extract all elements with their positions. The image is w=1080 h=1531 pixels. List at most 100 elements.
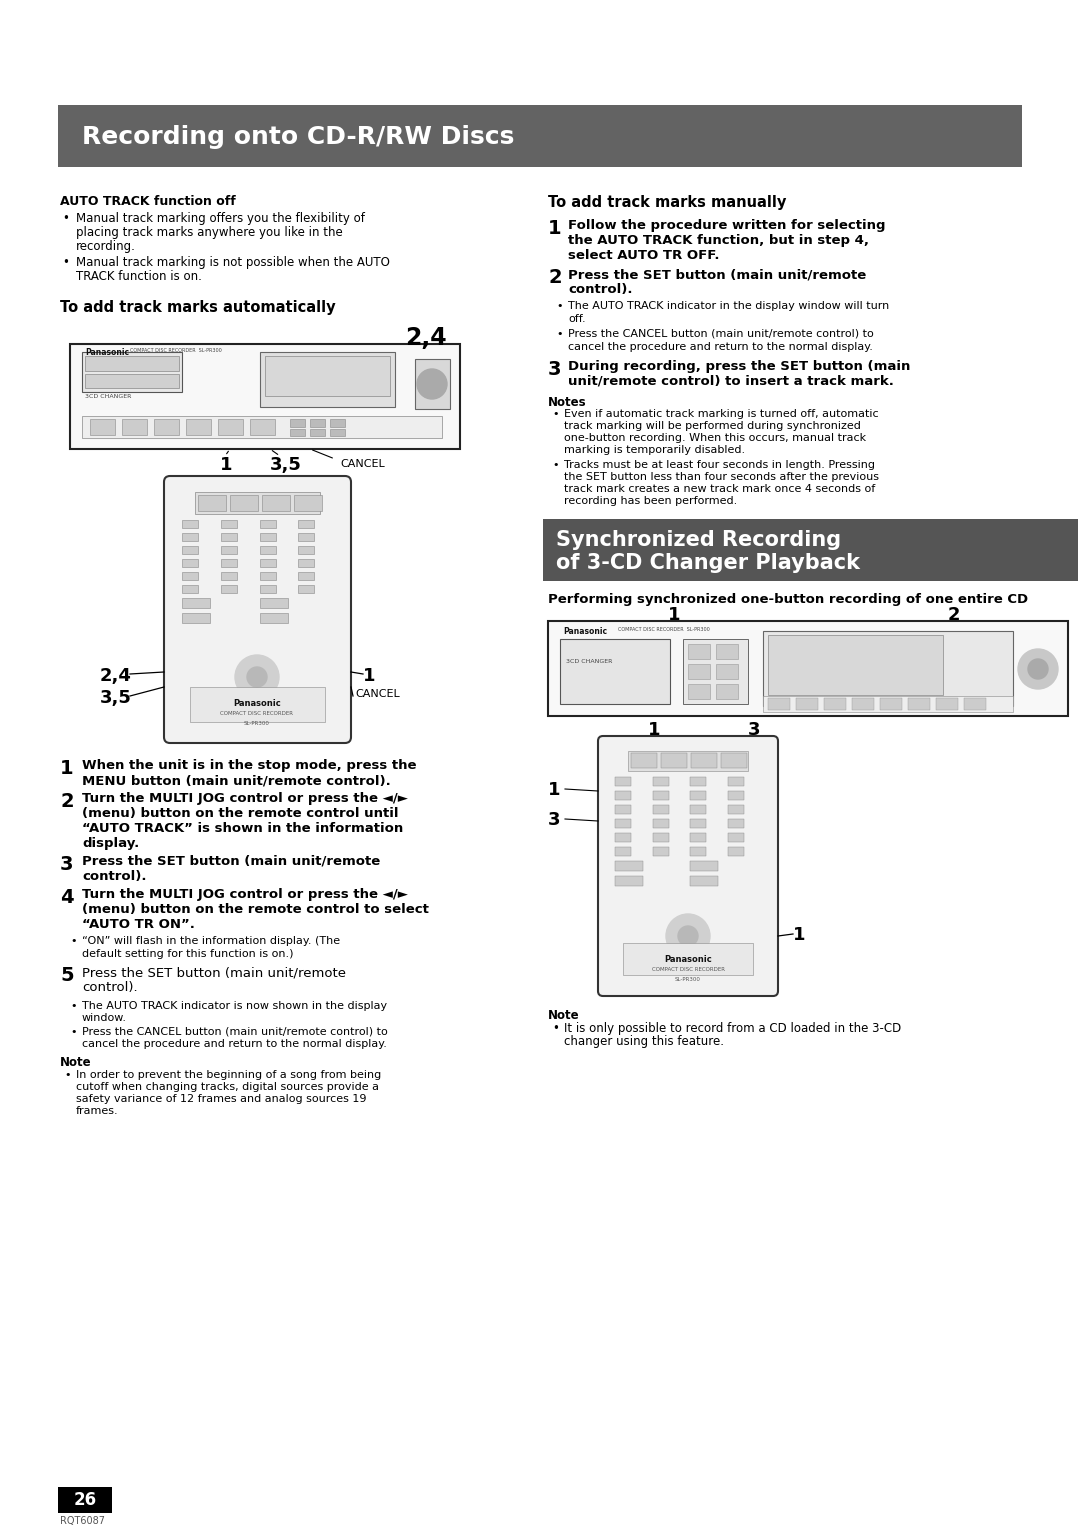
Text: placing track marks anywhere you like in the: placing track marks anywhere you like in… [76, 227, 342, 239]
Text: SL-PR300: SL-PR300 [675, 977, 701, 981]
Bar [652, 847, 669, 856]
Bar [721, 753, 747, 769]
Bar [310, 419, 325, 427]
Text: (menu) button on the remote control until: (menu) button on the remote control unti… [82, 807, 399, 821]
Bar [415, 358, 450, 409]
Text: Tracks must be at least four seconds in length. Pressing: Tracks must be at least four seconds in … [564, 459, 875, 470]
Text: of 3-CD Changer Playback: of 3-CD Changer Playback [556, 553, 860, 573]
Text: Notes: Notes [548, 397, 586, 409]
Circle shape [247, 668, 267, 687]
Bar [249, 419, 275, 435]
Text: •: • [556, 302, 563, 311]
Bar [561, 638, 670, 704]
Bar [762, 697, 1013, 712]
Text: the AUTO TRACK function, but in step 4,: the AUTO TRACK function, but in step 4, [568, 234, 869, 246]
Bar [90, 419, 114, 435]
Text: Manual track marking offers you the flexibility of: Manual track marking offers you the flex… [76, 211, 365, 225]
Text: 5: 5 [60, 966, 73, 984]
Bar [623, 943, 753, 975]
Circle shape [678, 926, 698, 946]
Text: Follow the procedure written for selecting: Follow the procedure written for selecti… [568, 219, 886, 233]
Text: To add track marks automatically: To add track marks automatically [60, 300, 336, 315]
Text: 4: 4 [60, 888, 73, 906]
Bar [728, 819, 743, 828]
Bar [690, 833, 706, 842]
Bar [683, 638, 748, 704]
Text: 2: 2 [548, 268, 562, 286]
Bar [183, 585, 198, 592]
Bar [652, 792, 669, 801]
Text: 1: 1 [60, 759, 73, 778]
Bar [259, 559, 275, 566]
Bar [183, 559, 198, 566]
Text: The AUTO TRACK indicator in the display window will turn: The AUTO TRACK indicator in the display … [568, 302, 889, 311]
Bar [728, 792, 743, 801]
Text: 1: 1 [669, 606, 680, 625]
Bar [548, 622, 1068, 717]
Text: •: • [62, 256, 69, 269]
Bar [688, 645, 710, 658]
Text: frames.: frames. [76, 1105, 119, 1116]
Text: CANCEL: CANCEL [355, 689, 400, 700]
Text: 3,5: 3,5 [270, 456, 302, 475]
Text: cancel the procedure and return to the normal display.: cancel the procedure and return to the n… [82, 1040, 387, 1049]
Bar [291, 419, 305, 427]
Bar [688, 664, 710, 680]
Bar [690, 876, 718, 886]
Bar [690, 847, 706, 856]
Text: control).: control). [568, 283, 633, 295]
Text: •: • [552, 409, 558, 419]
Text: 3: 3 [748, 721, 760, 739]
Bar [262, 495, 291, 511]
Text: 2,4: 2,4 [100, 668, 132, 684]
Text: When the unit is in the stop mode, press the: When the unit is in the stop mode, press… [82, 759, 417, 772]
Text: unit/remote control) to insert a track mark.: unit/remote control) to insert a track m… [568, 375, 894, 387]
Text: control).: control). [82, 981, 137, 994]
Text: •: • [70, 1001, 77, 1010]
Text: •: • [552, 459, 558, 470]
Bar [716, 664, 738, 680]
Text: Recording onto CD-R/RW Discs: Recording onto CD-R/RW Discs [82, 126, 514, 149]
Bar [796, 698, 818, 710]
Bar [716, 645, 738, 658]
Text: Press the SET button (main unit/remote: Press the SET button (main unit/remote [568, 268, 866, 282]
Bar [936, 698, 958, 710]
Bar [824, 698, 846, 710]
Text: track marking will be performed during synchronized: track marking will be performed during s… [564, 421, 861, 432]
Bar [85, 374, 179, 387]
Text: •: • [64, 1070, 70, 1079]
Bar [908, 698, 930, 710]
Bar [259, 585, 275, 592]
Text: 3: 3 [60, 854, 73, 874]
Text: 1: 1 [220, 456, 232, 475]
Text: changer using this feature.: changer using this feature. [564, 1035, 724, 1049]
Bar [310, 429, 325, 436]
Bar [220, 521, 237, 528]
Text: 26: 26 [73, 1491, 96, 1510]
Text: 2: 2 [60, 792, 73, 811]
Text: 1: 1 [548, 219, 562, 237]
Text: In order to prevent the beginning of a song from being: In order to prevent the beginning of a s… [76, 1070, 381, 1079]
Bar [652, 805, 669, 814]
Text: cutoff when changing tracks, digital sources provide a: cutoff when changing tracks, digital sou… [76, 1082, 379, 1092]
Text: TRACK function is on.: TRACK function is on. [76, 269, 202, 283]
Circle shape [1018, 649, 1058, 689]
Bar [690, 792, 706, 801]
Bar [762, 631, 1013, 706]
Text: (menu) button on the remote control to select: (menu) button on the remote control to s… [82, 903, 429, 916]
Bar [690, 778, 706, 785]
Text: RQT6087: RQT6087 [60, 1516, 105, 1526]
Text: Turn the MULTI JOG control or press the ◄/►: Turn the MULTI JOG control or press the … [82, 888, 408, 902]
Text: Press the SET button (main unit/remote: Press the SET button (main unit/remote [82, 854, 380, 868]
Bar [58, 106, 1022, 167]
Text: 1: 1 [363, 668, 376, 684]
Text: Note: Note [548, 1009, 580, 1023]
Bar [190, 687, 325, 723]
Bar [70, 344, 460, 449]
Text: •: • [70, 935, 77, 946]
Text: 2,4: 2,4 [405, 326, 447, 351]
Bar [768, 635, 943, 695]
Bar [218, 419, 243, 435]
Text: COMPACT DISC RECORDER: COMPACT DISC RECORDER [651, 968, 725, 972]
Bar [298, 547, 314, 554]
